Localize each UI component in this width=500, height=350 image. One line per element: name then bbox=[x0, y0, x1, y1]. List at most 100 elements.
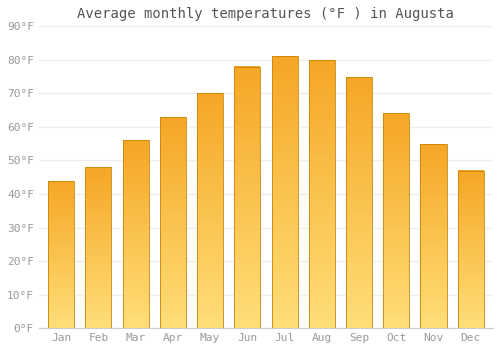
Bar bbox=[346, 240, 372, 243]
Bar bbox=[272, 108, 297, 111]
Bar bbox=[458, 313, 483, 314]
Bar bbox=[346, 197, 372, 200]
Bar bbox=[234, 292, 260, 294]
Bar bbox=[122, 266, 148, 268]
Bar bbox=[420, 192, 446, 194]
Bar bbox=[383, 204, 409, 206]
Bar bbox=[122, 321, 148, 323]
Bar bbox=[420, 326, 446, 328]
Bar bbox=[420, 315, 446, 317]
Bar bbox=[272, 206, 297, 209]
Bar bbox=[234, 310, 260, 313]
Bar bbox=[48, 284, 74, 285]
Bar bbox=[383, 249, 409, 251]
Bar bbox=[234, 307, 260, 310]
Bar bbox=[308, 240, 335, 242]
Bar bbox=[86, 327, 112, 328]
Bar bbox=[308, 288, 335, 290]
Bar bbox=[346, 316, 372, 318]
Bar bbox=[308, 326, 335, 328]
Bar bbox=[197, 234, 223, 237]
Bar bbox=[383, 251, 409, 253]
Bar bbox=[48, 300, 74, 302]
Bar bbox=[308, 71, 335, 73]
Bar bbox=[197, 248, 223, 251]
Bar bbox=[308, 135, 335, 138]
Bar bbox=[458, 227, 483, 229]
Bar bbox=[458, 268, 483, 270]
Bar bbox=[86, 174, 112, 175]
Bar bbox=[308, 317, 335, 320]
Bar bbox=[122, 313, 148, 315]
Bar bbox=[160, 140, 186, 142]
Bar bbox=[48, 207, 74, 209]
Bar bbox=[420, 204, 446, 206]
Bar bbox=[272, 100, 297, 103]
Bar bbox=[197, 204, 223, 206]
Bar bbox=[346, 175, 372, 177]
Bar bbox=[308, 224, 335, 226]
Bar bbox=[86, 325, 112, 327]
Bar bbox=[48, 278, 74, 280]
Bar bbox=[48, 281, 74, 282]
Bar bbox=[420, 236, 446, 238]
Bar bbox=[86, 251, 112, 252]
Bar bbox=[48, 187, 74, 188]
Bar bbox=[197, 164, 223, 166]
Bar bbox=[234, 108, 260, 111]
Bar bbox=[308, 202, 335, 205]
Bar bbox=[197, 114, 223, 117]
Bar bbox=[234, 297, 260, 299]
Bar bbox=[308, 181, 335, 183]
Bar bbox=[234, 85, 260, 88]
Bar bbox=[346, 285, 372, 288]
Bar bbox=[86, 273, 112, 275]
Bar bbox=[86, 278, 112, 280]
Bar bbox=[420, 304, 446, 306]
Bar bbox=[234, 226, 260, 229]
Bar bbox=[86, 214, 112, 216]
Bar bbox=[383, 197, 409, 199]
Bar bbox=[86, 220, 112, 222]
Bar bbox=[272, 285, 297, 287]
Bar bbox=[86, 211, 112, 212]
Bar bbox=[197, 187, 223, 190]
Bar bbox=[308, 113, 335, 116]
Bar bbox=[86, 212, 112, 214]
Bar bbox=[197, 223, 223, 225]
Bar bbox=[160, 229, 186, 231]
Bar bbox=[346, 182, 372, 185]
Bar bbox=[234, 166, 260, 169]
Bar bbox=[48, 325, 74, 327]
Bar bbox=[420, 168, 446, 169]
Bar bbox=[160, 134, 186, 136]
Bar bbox=[197, 295, 223, 298]
Bar bbox=[234, 263, 260, 265]
Bar bbox=[48, 219, 74, 220]
Bar bbox=[86, 203, 112, 204]
Bar bbox=[272, 124, 297, 127]
Bar bbox=[234, 315, 260, 318]
Bar bbox=[346, 225, 372, 228]
Bar bbox=[458, 193, 483, 194]
Bar bbox=[458, 265, 483, 267]
Bar bbox=[122, 323, 148, 324]
Bar bbox=[197, 218, 223, 220]
Bar bbox=[458, 224, 483, 226]
Bar bbox=[234, 284, 260, 286]
Bar bbox=[458, 221, 483, 223]
Bar bbox=[458, 327, 483, 328]
Bar bbox=[383, 289, 409, 292]
Bar bbox=[197, 161, 223, 164]
Bar bbox=[308, 280, 335, 282]
Bar bbox=[48, 260, 74, 262]
Bar bbox=[234, 271, 260, 273]
Bar bbox=[48, 291, 74, 293]
Bar bbox=[272, 209, 297, 211]
Bar bbox=[458, 213, 483, 215]
Bar bbox=[122, 216, 148, 217]
Bar bbox=[197, 183, 223, 185]
Bar bbox=[48, 193, 74, 194]
Bar bbox=[272, 203, 297, 206]
Bar bbox=[420, 227, 446, 229]
